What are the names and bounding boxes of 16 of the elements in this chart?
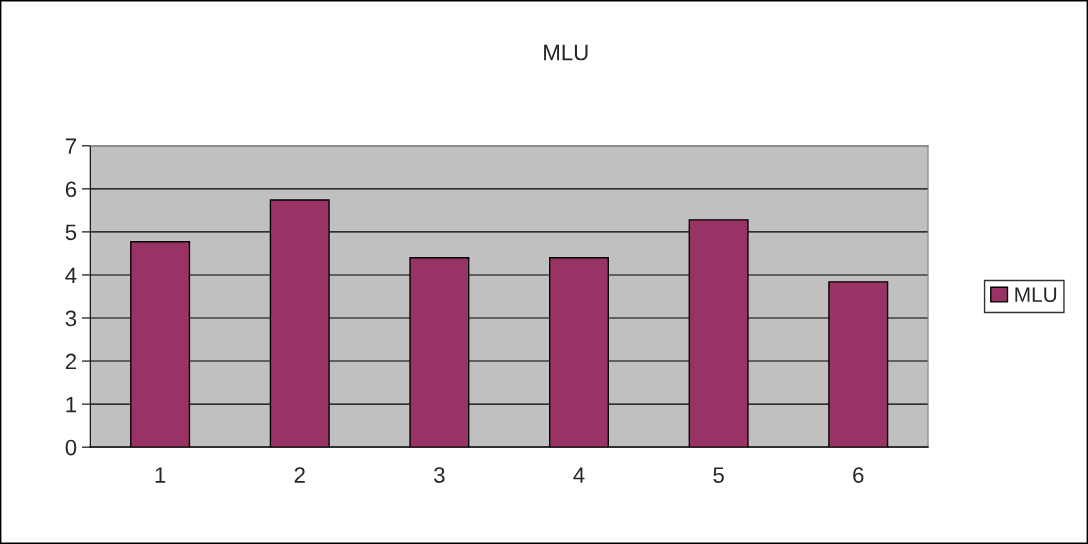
x-tick-label: 2	[294, 467, 305, 483]
y-tick-label: 5	[65, 224, 77, 241]
x-tick-label: 3	[434, 467, 445, 483]
x-tick-label: 6	[853, 467, 864, 483]
y-tick-label: 4	[65, 267, 77, 284]
chart-title: MLU	[544, 44, 588, 61]
y-tick-label: 2	[65, 353, 76, 370]
y-tick-label: 1	[66, 396, 77, 413]
x-tick-label: 5	[713, 467, 724, 483]
x-tick-label: 4	[573, 467, 585, 483]
y-tick-label: 6	[65, 181, 77, 198]
y-tick-label: 0	[65, 439, 77, 456]
y-tick-label: 7	[65, 138, 76, 154]
x-tick-label: 1	[155, 467, 166, 483]
legend-label: MLU	[1015, 287, 1057, 303]
y-tick-label: 3	[65, 310, 77, 327]
